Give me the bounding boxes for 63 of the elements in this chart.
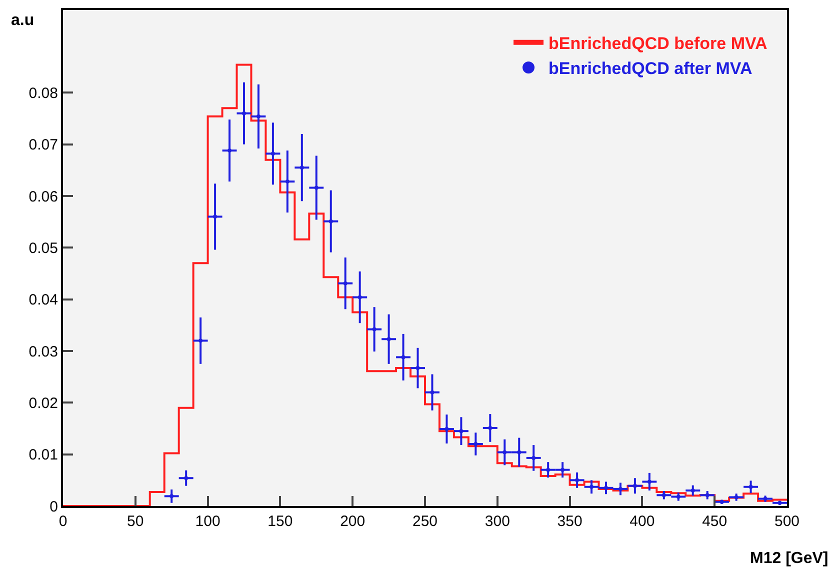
- y-axis-title: a.u: [11, 12, 34, 29]
- point: [517, 450, 522, 454]
- point: [285, 180, 290, 184]
- point: [343, 281, 348, 286]
- y-tick-label: 0.06: [28, 188, 58, 206]
- x-tick-label: 350: [557, 513, 582, 530]
- x-tick-label: 100: [195, 513, 220, 530]
- point: [256, 114, 260, 118]
- legend-label: bEnrichedQCD before MVA: [548, 34, 768, 54]
- x-tick-label: 50: [127, 513, 144, 530]
- point: [401, 355, 406, 360]
- y-tick-label: 0.02: [28, 394, 58, 412]
- point: [618, 486, 622, 491]
- point: [198, 338, 203, 343]
- y-tick-label: 0: [50, 498, 58, 516]
- point: [546, 468, 550, 472]
- y-tick-label: 0.07: [28, 136, 58, 154]
- point: [474, 442, 478, 446]
- x-tick-label: 150: [268, 513, 293, 530]
- x-tick-label: 300: [484, 513, 510, 530]
- point: [632, 484, 637, 488]
- point: [213, 214, 218, 219]
- point: [488, 426, 492, 430]
- point: [647, 480, 652, 484]
- point: [734, 495, 738, 500]
- point: [444, 427, 449, 432]
- point: [748, 484, 753, 489]
- point: [575, 478, 580, 482]
- point: [184, 476, 188, 480]
- point: [502, 450, 507, 454]
- point: [560, 468, 565, 472]
- point: [372, 327, 376, 332]
- y-tick-label: 0.01: [28, 446, 58, 464]
- point: [590, 484, 594, 489]
- point: [662, 493, 666, 498]
- point: [386, 337, 391, 342]
- y-tick-label: 0.08: [28, 84, 58, 102]
- point: [328, 219, 333, 224]
- point: [228, 148, 232, 153]
- point: [459, 429, 464, 434]
- point: [300, 166, 304, 170]
- y-tick-label: 0.03: [28, 343, 58, 360]
- point: [314, 186, 318, 190]
- point: [270, 152, 275, 156]
- y-tick-label: 0.04: [28, 292, 58, 309]
- x-tick-label: 500: [774, 513, 800, 530]
- point: [676, 494, 680, 499]
- point: [604, 486, 608, 490]
- x-tick-label: 250: [412, 513, 438, 530]
- x-tick-label: 200: [340, 513, 366, 530]
- point: [242, 111, 246, 116]
- x-tick-label: 400: [630, 513, 655, 530]
- legend-label: bEnrichedQCD after MVA: [548, 59, 752, 78]
- point: [690, 488, 695, 492]
- point: [170, 494, 174, 498]
- point: [705, 493, 710, 498]
- point: [416, 366, 420, 370]
- point: [532, 456, 536, 460]
- x-tick-label: 450: [702, 513, 728, 530]
- point: [430, 390, 434, 394]
- x-axis-title: M12 [GeV]: [750, 550, 828, 567]
- point: [358, 295, 362, 300]
- y-tick-label: 0.05: [28, 240, 58, 257]
